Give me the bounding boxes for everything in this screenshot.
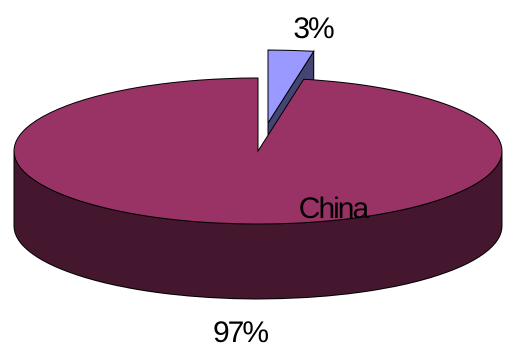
value-label: 97% bbox=[213, 316, 268, 349]
category-label: China bbox=[299, 192, 370, 225]
slice bbox=[13, 77, 503, 225]
slice bbox=[267, 49, 315, 125]
value-label: 3% bbox=[293, 12, 334, 45]
